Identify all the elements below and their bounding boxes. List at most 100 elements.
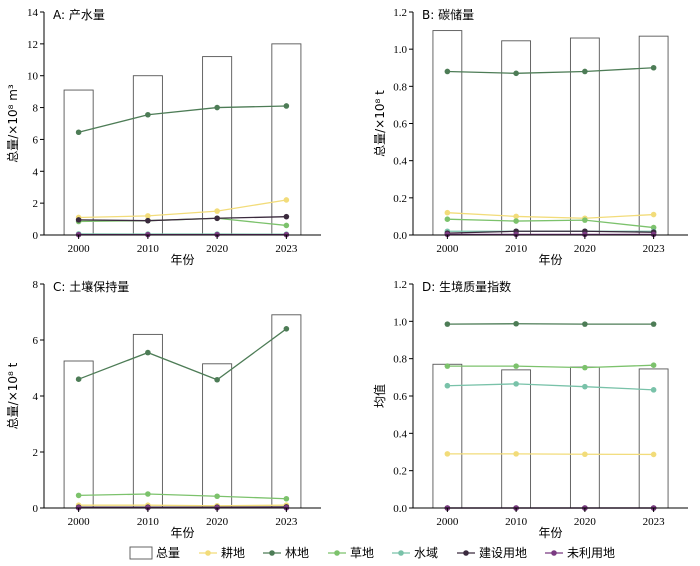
x-axis-label: 年份 <box>538 526 562 540</box>
x-tick-label: 2010 <box>137 516 160 528</box>
y-tick-label: 10 <box>27 71 39 83</box>
legend-swatch-total <box>129 546 153 560</box>
x-tick-label: 2000 <box>436 516 459 528</box>
point-water-2023 <box>650 387 657 393</box>
y-tick-label: 2 <box>33 198 39 210</box>
panel-title: A: 产水量 <box>53 8 105 22</box>
y-tick-label: 0.2 <box>393 193 407 205</box>
point-grassland-2000 <box>444 216 451 223</box>
panel-title: C: 土壤保持量 <box>53 279 129 294</box>
series-line-cropland <box>447 453 654 456</box>
series-line-forest <box>447 67 654 74</box>
bar-total-2000 <box>63 89 94 236</box>
x-tick-label: 2023 <box>643 516 666 528</box>
x-tick-label: 2020 <box>206 243 229 255</box>
legend-marker-cropland <box>205 550 211 556</box>
point-grassland-2020 <box>214 493 220 500</box>
point-cropland-2023 <box>283 197 290 203</box>
y-tick-label: 0.6 <box>393 119 407 131</box>
y-tick-label: 0.4 <box>393 156 407 168</box>
point-construction-2000 <box>75 217 82 223</box>
point-grassland-2000 <box>444 363 451 369</box>
y-tick-label: 6 <box>33 335 39 347</box>
y-tick-label: 6 <box>33 134 39 146</box>
bar-total-2023 <box>271 43 302 236</box>
point-cropland-2010 <box>513 213 519 220</box>
x-tick-label: 2000 <box>68 516 91 528</box>
bar-total-2000 <box>432 30 463 236</box>
legend-label-cropland: 耕地 <box>221 545 245 560</box>
legend-label-unused: 未利用地 <box>567 546 615 560</box>
legend-label-grassland: 草地 <box>350 546 374 560</box>
x-tick-label: 2010 <box>505 516 528 528</box>
point-unused-2000 <box>444 231 451 238</box>
x-tick-label: 2023 <box>275 243 298 255</box>
y-tick-label: 14 <box>27 7 39 19</box>
series-line-cropland <box>78 199 287 219</box>
panel-B: 0.0 0.2 0.4 0.6 0.8 1.0 1.2 2000 2010 2020 2023 B: … <box>373 7 688 267</box>
point-cropland-2020 <box>214 208 220 214</box>
point-forest-2020 <box>214 104 220 111</box>
y-tick-label: 1.0 <box>393 316 407 328</box>
point-grassland-2010 <box>145 491 151 497</box>
point-forest-2010 <box>145 111 151 118</box>
y-tick-label: 0.8 <box>393 81 407 93</box>
point-unused-2010 <box>513 231 519 238</box>
panel-D: 0.0 0.2 0.4 0.6 0.8 1.0 1.2 2000 2010 2020 2023 D: … <box>372 279 688 540</box>
series-line-water <box>447 383 654 391</box>
legend-label-total_bar: 总量 <box>156 546 180 560</box>
x-tick-label: 2000 <box>436 243 459 255</box>
x-tick-label: 2023 <box>643 243 666 255</box>
bar-total-2023 <box>271 314 302 509</box>
legend-marker-grassland <box>334 550 340 556</box>
legend-label-water: 水域 <box>414 546 438 560</box>
legend-marker-water <box>398 550 404 556</box>
point-construction-2010 <box>145 217 151 224</box>
point-forest-2023 <box>650 321 657 327</box>
point-grassland-2023 <box>283 495 290 502</box>
y-tick-label: 8 <box>33 103 39 115</box>
series-line-construction <box>78 216 287 222</box>
bar-total-2010 <box>501 40 532 236</box>
point-cropland-2020 <box>582 451 588 458</box>
series-line-construction <box>447 230 654 234</box>
bar-total-2010 <box>501 369 532 509</box>
y-tick-label: 0.6 <box>393 391 407 403</box>
y-tick-label: 1.0 <box>393 44 407 56</box>
bar-total-2020 <box>202 56 233 236</box>
x-axis-label: 年份 <box>538 253 562 267</box>
point-water-2010 <box>513 381 519 387</box>
series-line-cropland <box>447 212 654 219</box>
x-tick-label: 2023 <box>275 516 298 528</box>
y-tick-label: 4 <box>33 391 39 403</box>
bar-total-2010 <box>132 75 163 236</box>
point-forest-2023 <box>283 103 290 109</box>
y-tick-label: 0 <box>33 503 39 515</box>
point-forest-2023 <box>283 326 290 332</box>
legend-marker-construction <box>463 550 469 556</box>
y-tick-label: 2 <box>33 447 39 459</box>
y-tick-label: 8 <box>33 279 39 291</box>
legend-marker-unused <box>551 550 557 556</box>
series-line-forest <box>78 105 287 133</box>
point-grassland-2020 <box>582 217 588 223</box>
point-forest-2000 <box>444 321 451 327</box>
x-tick-label: 2020 <box>206 516 229 528</box>
point-forest-2020 <box>582 321 588 327</box>
series-line-grassland <box>447 364 654 369</box>
point-forest-2020 <box>582 68 588 75</box>
point-forest-2000 <box>75 376 82 383</box>
legend: 总量 耕地 林地 草地 水域 建设用地 未利用地 <box>129 545 615 560</box>
series-line-grassland <box>447 218 654 229</box>
y-tick-label: 1.2 <box>393 7 407 19</box>
point-water-2000 <box>444 382 451 389</box>
point-forest-2000 <box>444 68 451 75</box>
point-grassland-2010 <box>513 363 519 369</box>
legend-label-forest: 林地 <box>285 546 309 560</box>
point-cropland-2000 <box>444 451 451 457</box>
point-forest-2020 <box>214 376 220 383</box>
series-line-forest <box>78 328 287 381</box>
x-tick-label: 2020 <box>574 516 597 528</box>
